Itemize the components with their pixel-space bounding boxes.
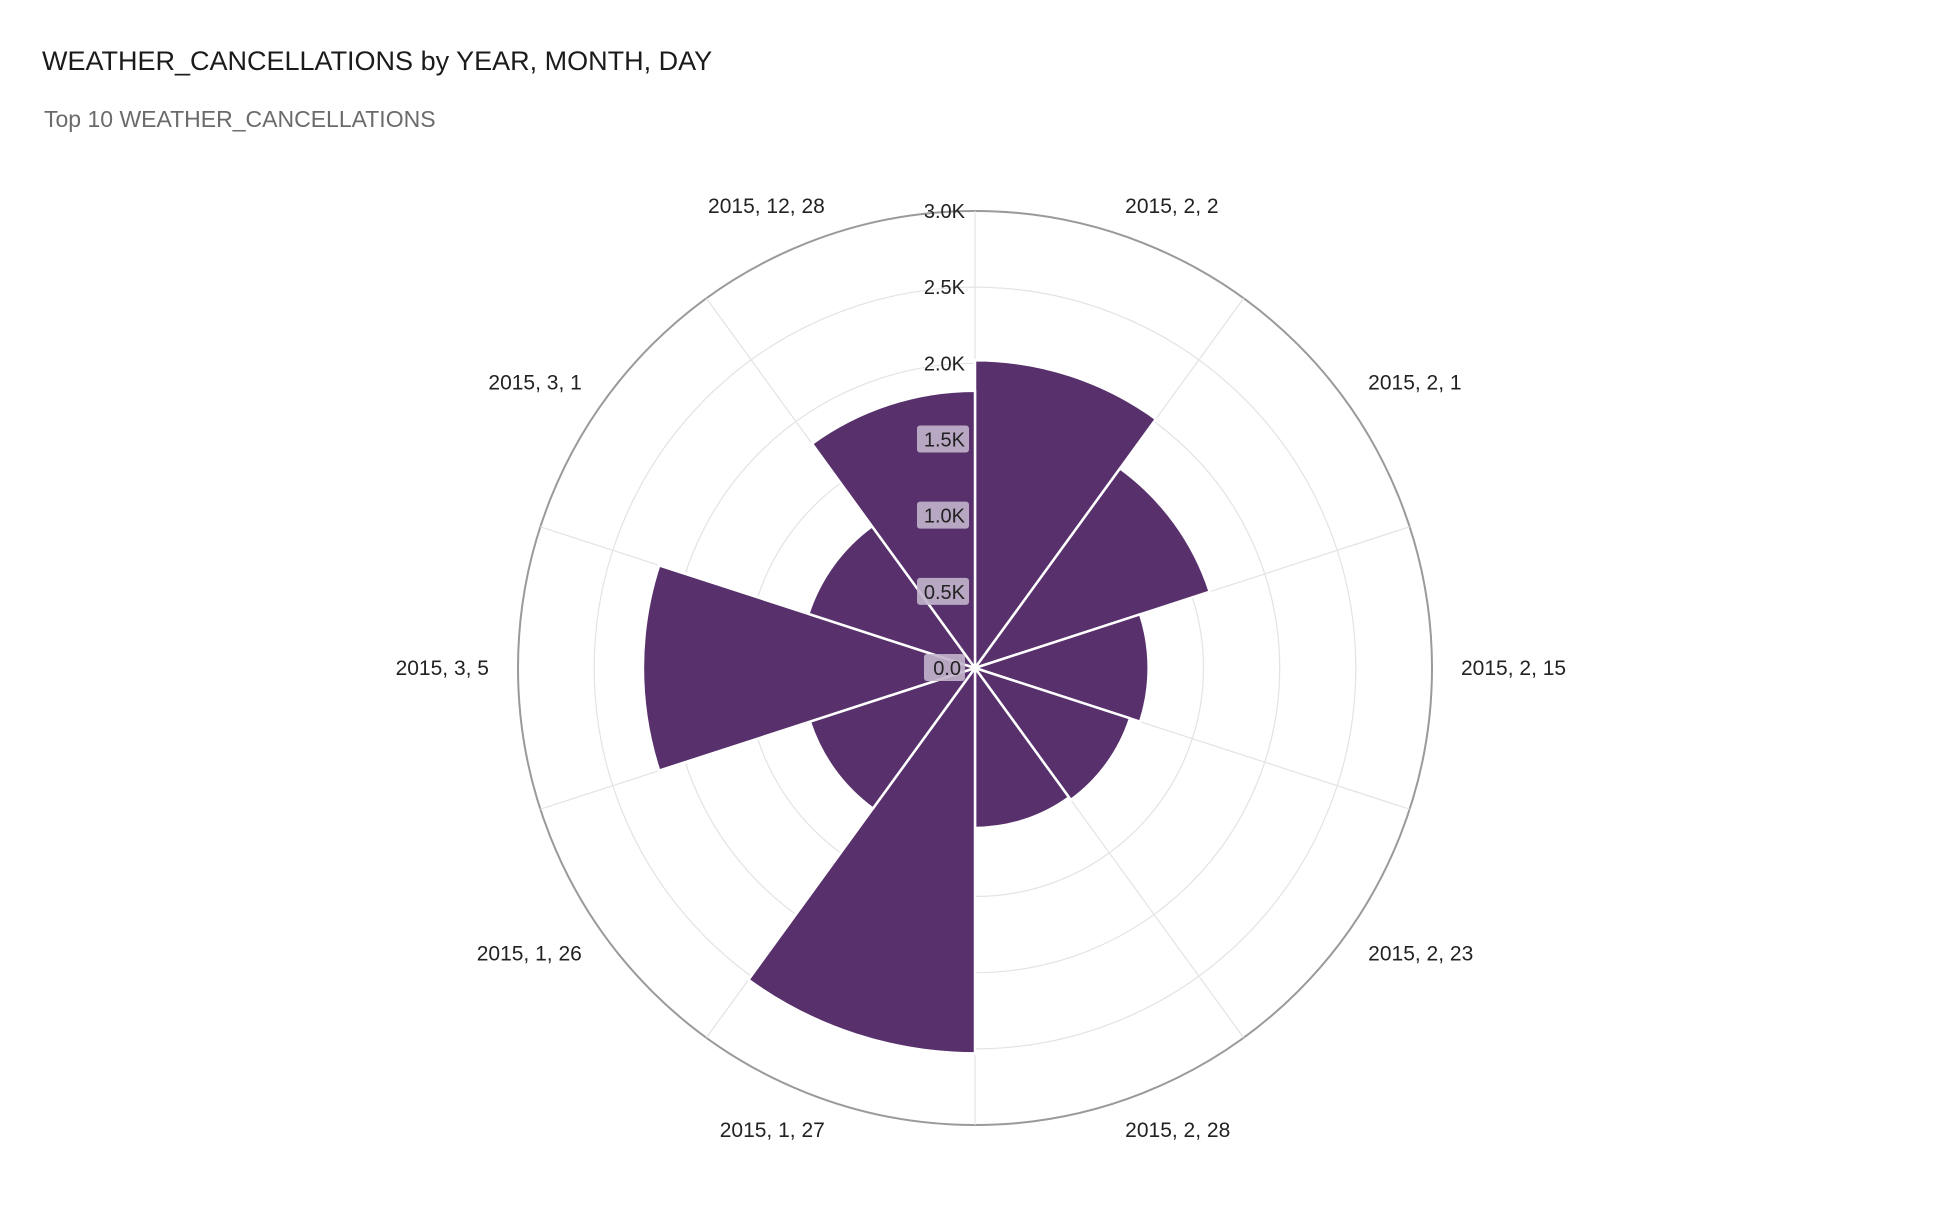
chart-title: WEATHER_CANCELLATIONS by YEAR, MONTH, DA…	[42, 46, 713, 76]
category-label: 2015, 2, 1	[1368, 371, 1461, 394]
wedge-bar	[973, 666, 1132, 802]
category-label: 2015, 1, 26	[477, 943, 582, 966]
wedge-bar	[747, 666, 977, 1055]
chart-subtitle: Top 10 WEATHER_CANCELLATIONS	[44, 106, 436, 132]
category-label: 2015, 2, 2	[1125, 195, 1218, 218]
radial-tick-label: 1.5K	[924, 430, 966, 452]
wedge-bar	[973, 467, 1211, 670]
wedge-bar	[973, 666, 1071, 830]
category-label: 2015, 2, 23	[1368, 943, 1473, 966]
wedge-bar	[973, 359, 1158, 670]
tick-label-bg	[917, 577, 969, 605]
category-label: 2015, 1, 27	[720, 1119, 825, 1142]
tick-label-bg	[917, 425, 969, 453]
radial-tick-label: 2.5K	[924, 277, 966, 299]
wedge-bar	[973, 613, 1150, 723]
wedge-bar	[641, 564, 977, 772]
radial-tick-label: 1.0K	[924, 506, 966, 528]
bar-layer	[641, 359, 1211, 1055]
tick-label-bg	[924, 654, 965, 681]
category-label: 2015, 3, 1	[488, 371, 581, 394]
category-label: 2015, 2, 28	[1125, 1119, 1230, 1142]
category-label: 2015, 12, 28	[708, 195, 825, 218]
label-layer: 2015, 2, 2 2015, 2, 1 2015, 2, 15 2015, 2, …	[396, 195, 1567, 1142]
radial-tick-label: 0.0	[933, 658, 961, 680]
category-label: 2015, 3, 5	[396, 657, 489, 680]
radial-tick-label: 3.0K	[924, 201, 966, 223]
wedge-bar	[807, 525, 977, 670]
wedge-bar	[808, 666, 977, 810]
category-label: 2015, 2, 15	[1461, 657, 1566, 680]
radial-tick-label: 0.5K	[924, 582, 966, 604]
radial-tick-label: 2.0K	[924, 353, 966, 375]
tick-label-bg	[917, 501, 969, 529]
